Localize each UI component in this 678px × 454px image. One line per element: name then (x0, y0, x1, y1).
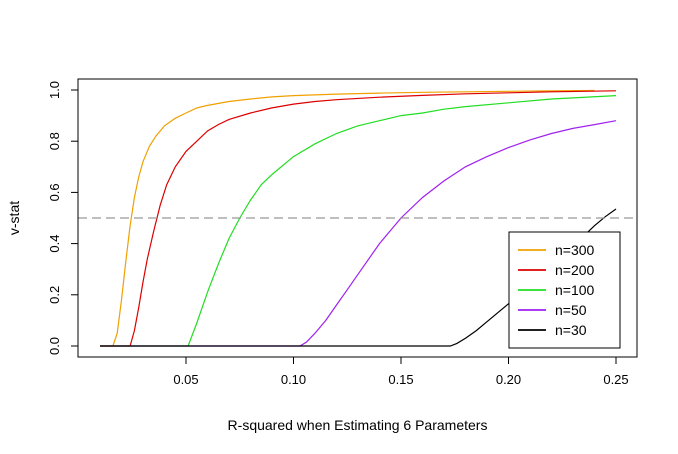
y-tick-label: 0.0 (47, 337, 62, 355)
legend-label: n=100 (555, 282, 595, 298)
y-tick-label: 0.6 (47, 183, 62, 201)
series-line-n-300 (100, 89, 595, 347)
x-axis-title: R-squared when Estimating 6 Parameters (228, 417, 488, 433)
legend-label: n=300 (555, 242, 595, 258)
x-tick-label: 0.25 (603, 372, 628, 387)
y-axis: 0.0 0.2 0.4 0.6 0.8 1.0 (47, 81, 78, 355)
y-axis-title: v-stat (6, 201, 22, 235)
y-tick-label: 0.4 (47, 235, 62, 253)
x-tick-label: 0.10 (281, 372, 306, 387)
y-tick-label: 0.8 (47, 132, 62, 150)
x-axis: 0.05 0.10 0.15 0.20 0.25 (173, 357, 629, 387)
series-line-n-200 (100, 90, 617, 347)
plot-frame (77, 78, 638, 358)
legend-label: n=30 (555, 322, 587, 338)
series-line-n-100 (100, 95, 617, 347)
legend-label: n=200 (555, 262, 595, 278)
x-tick-label: 0.05 (173, 372, 198, 387)
legend-label: n=50 (555, 302, 587, 318)
y-tick-label: 0.2 (47, 286, 62, 304)
x-tick-label: 0.20 (496, 372, 521, 387)
y-tick-label: 1.0 (47, 81, 62, 99)
legend: n=300 n=200 n=100 n=50 n=30 (508, 231, 621, 349)
x-tick-label: 0.15 (388, 372, 413, 387)
series-line-n-50 (100, 120, 617, 347)
